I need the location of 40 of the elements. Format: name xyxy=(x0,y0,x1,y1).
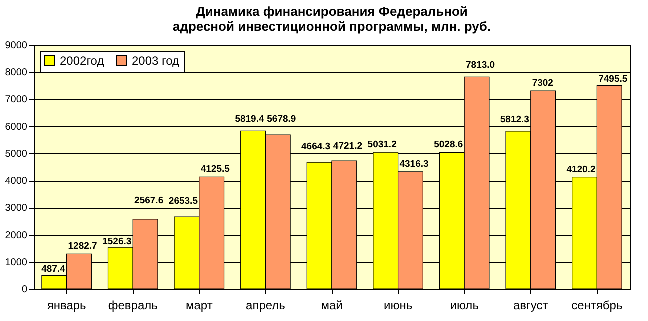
data-label: 1526.3 xyxy=(102,236,132,248)
data-label: 5812.3 xyxy=(500,114,530,126)
x-tick-label: июнь xyxy=(384,298,413,312)
data-label: 5678.9 xyxy=(267,114,296,126)
data-label: 2567.6 xyxy=(134,195,164,206)
data-label: 5028.6 xyxy=(434,140,464,151)
y-tick-label: 4000 xyxy=(5,176,28,188)
data-label: 4664.3 xyxy=(302,142,331,153)
x-tick-label: март xyxy=(186,298,214,312)
x-tick-label: июль xyxy=(450,298,479,312)
data-label: 5031.2 xyxy=(368,140,397,151)
x-tick-label: апрель xyxy=(246,298,286,312)
data-label: 2653.5 xyxy=(168,196,199,208)
y-tick-label: 8000 xyxy=(5,68,28,79)
y-tick-label: 5000 xyxy=(5,148,28,160)
data-label: 4721.2 xyxy=(333,141,362,152)
y-tick-label: 0 xyxy=(22,284,28,296)
data-label: 1282.7 xyxy=(68,241,98,252)
data-label: 4120.2 xyxy=(566,164,596,176)
data-label: 7302 xyxy=(532,78,554,90)
y-tick-label: 9000 xyxy=(5,40,28,52)
y-tick-label: 3000 xyxy=(5,203,28,214)
y-tick-label: 6000 xyxy=(5,122,28,133)
y-tick-label: 7000 xyxy=(5,94,28,106)
data-label: 4125.5 xyxy=(200,164,231,176)
data-label: 4316.3 xyxy=(400,158,429,170)
x-tick-label: сентябрь xyxy=(572,298,623,312)
y-tick-label: 1000 xyxy=(5,257,28,268)
y-tick-label: 2000 xyxy=(5,230,28,242)
data-label: 487.4 xyxy=(42,264,66,275)
legend-label: 2002год xyxy=(60,54,104,68)
legend-label: 2003 год xyxy=(132,54,180,68)
chart-title: Динамика финансирования Федеральной адресной инвестиционной программы, млн. руб. xyxy=(172,4,492,34)
x-tick-label: май xyxy=(321,298,343,312)
x-tick-label: август xyxy=(513,298,549,312)
data-label: 5819.4 xyxy=(235,114,265,126)
x-tick-label: февраль xyxy=(108,298,158,312)
data-label: 7495.5 xyxy=(598,74,628,85)
x-tick-label: январь xyxy=(47,298,86,312)
data-label: 7813.0 xyxy=(466,60,496,72)
